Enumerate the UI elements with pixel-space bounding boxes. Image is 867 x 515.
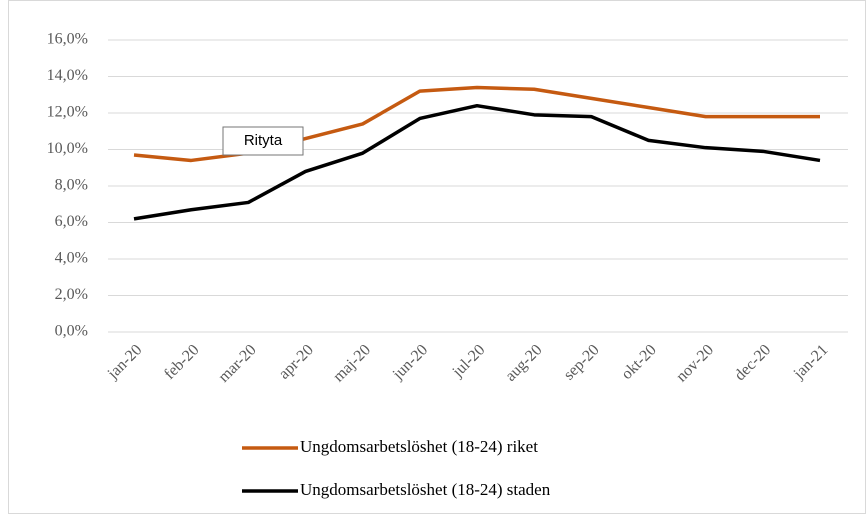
y-tick-label: 0,0% xyxy=(55,323,88,340)
y-tick-label: 2,0% xyxy=(55,286,88,303)
y-tick-label: 10,0% xyxy=(47,140,88,157)
y-tick-label: 6,0% xyxy=(55,213,88,230)
legend-label: Ungdomsarbetslöshet (18-24) riket xyxy=(300,437,538,456)
y-tick-label: 8,0% xyxy=(55,177,88,194)
y-tick-label: 14,0% xyxy=(47,67,88,84)
y-tick-label: 4,0% xyxy=(55,250,88,267)
legend-label: Ungdomsarbetslöshet (18-24) staden xyxy=(300,480,551,499)
chart-frame xyxy=(8,0,866,514)
tooltip-box xyxy=(222,126,304,156)
tooltip-text: Rityta xyxy=(244,132,283,149)
y-tick-label: 12,0% xyxy=(47,104,88,121)
y-tick-label: 16,0% xyxy=(47,31,88,48)
series-line xyxy=(133,103,821,221)
